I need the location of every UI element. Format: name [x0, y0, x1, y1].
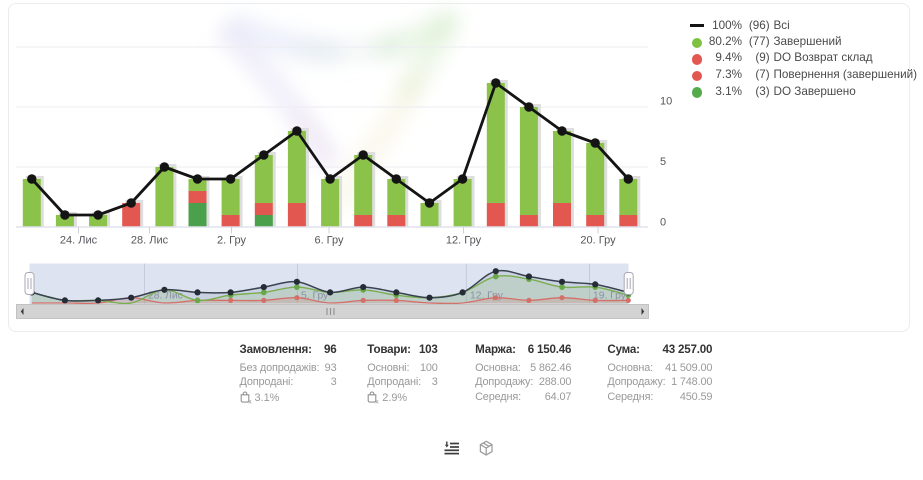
- svg-text:5. Гру: 5. Гру: [301, 291, 329, 302]
- svg-text:12. Гру: 12. Гру: [446, 235, 482, 247]
- svg-text:20. Гру: 20. Гру: [580, 235, 616, 247]
- svg-text:6. Гру: 6. Гру: [314, 235, 344, 247]
- svg-text:2. Гру: 2. Гру: [217, 235, 247, 247]
- svg-text:x: x: [375, 399, 379, 404]
- svg-text:10: 10: [660, 96, 672, 108]
- svg-text:0: 0: [660, 217, 666, 229]
- svg-text:19. Гру: 19. Гру: [593, 291, 627, 302]
- svg-text:5: 5: [660, 156, 666, 168]
- svg-text:12. Гру: 12. Гру: [470, 291, 504, 302]
- svg-text:24. Лис: 24. Лис: [60, 235, 98, 247]
- svg-text:28. Лис: 28. Лис: [148, 291, 183, 302]
- svg-text:x: x: [248, 399, 252, 404]
- svg-text:28. Лис: 28. Лис: [131, 235, 169, 247]
